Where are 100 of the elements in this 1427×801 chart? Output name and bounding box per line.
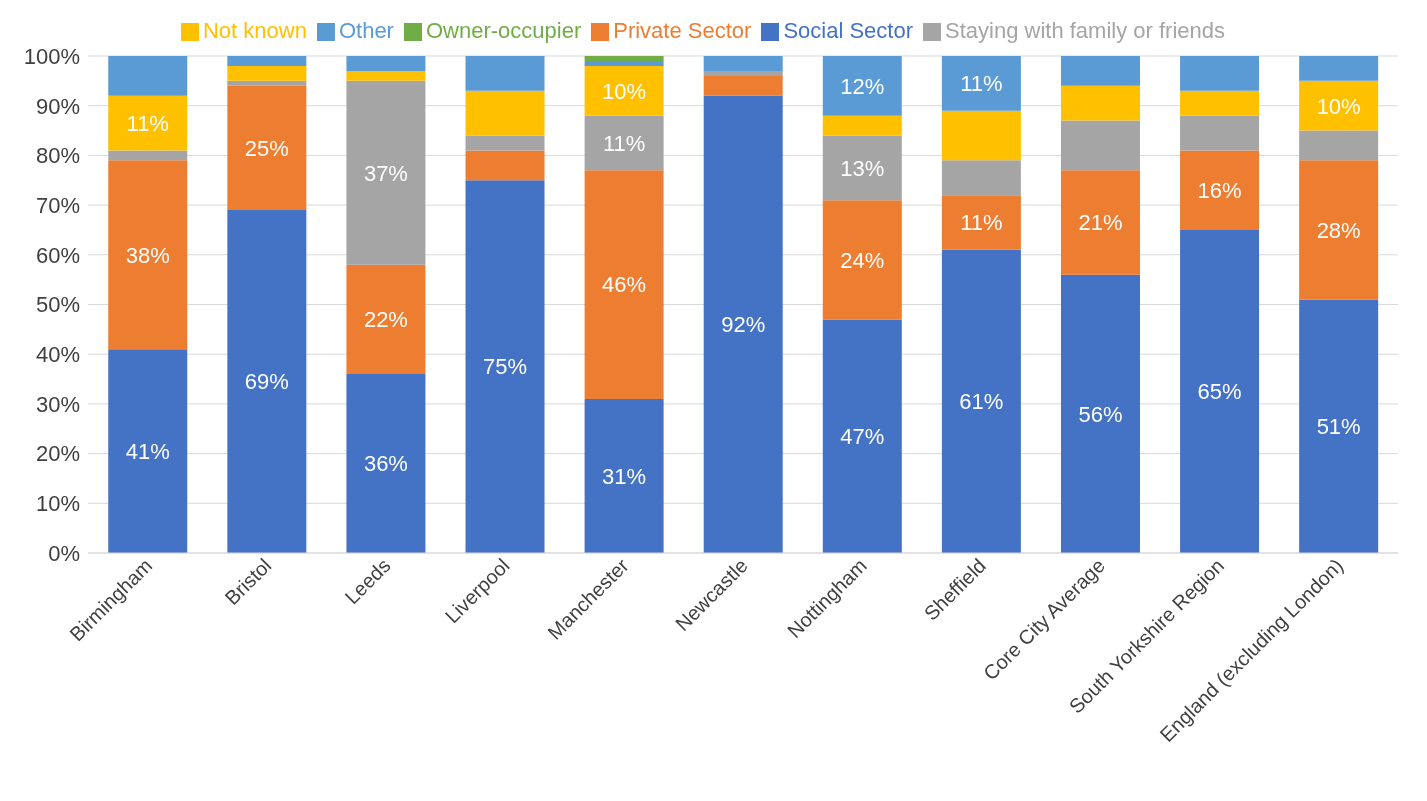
y-tick-label: 90% [35, 93, 80, 119]
data-label: 47% [840, 424, 885, 450]
bar [108, 160, 188, 350]
bar [465, 135, 545, 151]
data-label: 11% [602, 130, 646, 156]
bar [822, 319, 902, 553]
bar [703, 56, 783, 71]
bar [1180, 56, 1260, 91]
legend-label: Staying with family or friends [945, 18, 1226, 43]
bar [584, 56, 664, 61]
data-label: 36% [363, 451, 408, 477]
data-label: 46% [602, 272, 647, 298]
data-label: 31% [602, 463, 647, 489]
legend-label: Other [338, 18, 394, 43]
data-label: 11% [126, 110, 169, 136]
bar [346, 56, 426, 71]
bar [465, 56, 545, 91]
y-tick-label: 0% [48, 540, 80, 566]
bar [1299, 80, 1379, 131]
bar [822, 56, 902, 116]
bar [108, 150, 188, 161]
bar [703, 70, 783, 76]
bar [465, 90, 545, 136]
bar [584, 65, 664, 116]
data-label: 37% [363, 160, 408, 186]
bar [941, 56, 1021, 111]
bar [941, 110, 1021, 161]
bar [941, 195, 1021, 250]
data-label: 25% [244, 135, 289, 161]
y-tick-label: 80% [35, 143, 80, 169]
y-tick-label: 100% [23, 43, 80, 69]
data-label: 92% [721, 312, 766, 338]
bar [108, 95, 188, 151]
data-label: 11% [960, 71, 1003, 97]
bar [346, 80, 426, 265]
bar [1299, 160, 1379, 300]
bar [346, 264, 426, 375]
data-label: 10% [602, 78, 647, 104]
bar [1299, 56, 1379, 81]
data-label: 75% [482, 354, 528, 380]
bar [227, 65, 307, 81]
data-label: 51% [1316, 414, 1361, 440]
bar [108, 349, 188, 553]
data-label: 24% [840, 247, 885, 273]
y-tick-label: 30% [35, 391, 80, 417]
data-label: 10% [1316, 93, 1361, 119]
bar [584, 170, 664, 399]
bar [108, 56, 188, 96]
bar [941, 249, 1021, 553]
data-label: 12% [840, 73, 885, 99]
data-label: 22% [363, 307, 408, 333]
bar [1180, 229, 1260, 553]
data-label: 28% [1316, 217, 1361, 243]
legend-label: Private Sector [613, 18, 752, 43]
bar [346, 374, 426, 553]
bar [227, 210, 307, 553]
bar [1299, 130, 1379, 161]
bar [1060, 120, 1140, 171]
bar [822, 200, 902, 320]
bar [1060, 170, 1140, 275]
legend-label: Not known [202, 18, 307, 43]
bar [227, 80, 307, 86]
bar [465, 180, 545, 553]
legend-label: Owner-occupier [425, 18, 582, 43]
data-label: 65% [1197, 379, 1242, 405]
bar [227, 85, 307, 211]
y-tick-label: 20% [35, 441, 80, 467]
data-label: 69% [244, 369, 289, 395]
data-label: 61% [959, 389, 1004, 415]
bar [1060, 274, 1140, 553]
bar [346, 70, 426, 81]
legend-label: Social Sector [783, 18, 914, 43]
bar [822, 135, 902, 201]
bar [703, 75, 783, 96]
bar [941, 160, 1021, 196]
y-tick-label: 60% [35, 242, 80, 268]
bar [1060, 56, 1140, 86]
data-label: 38% [125, 242, 170, 268]
bar [584, 60, 664, 66]
data-label: 16% [1197, 178, 1242, 203]
bar [584, 115, 664, 171]
bar [1180, 150, 1260, 230]
bar [703, 95, 783, 553]
data-label: 13% [840, 155, 885, 181]
bar [1180, 115, 1260, 151]
y-tick-label: 50% [35, 292, 80, 318]
bar [584, 398, 664, 553]
bar [1060, 85, 1140, 121]
data-label: 41% [125, 438, 170, 464]
data-label: 56% [1078, 401, 1123, 427]
bar [822, 115, 902, 136]
bar [227, 56, 307, 66]
data-label: 21% [1078, 210, 1123, 236]
y-tick-label: 10% [35, 491, 80, 517]
y-tick-label: 70% [35, 192, 80, 218]
y-tick-label: 40% [35, 342, 80, 368]
bar [1299, 299, 1379, 553]
data-label: 11% [960, 210, 1003, 236]
bar [1180, 90, 1260, 116]
bar [465, 150, 545, 181]
